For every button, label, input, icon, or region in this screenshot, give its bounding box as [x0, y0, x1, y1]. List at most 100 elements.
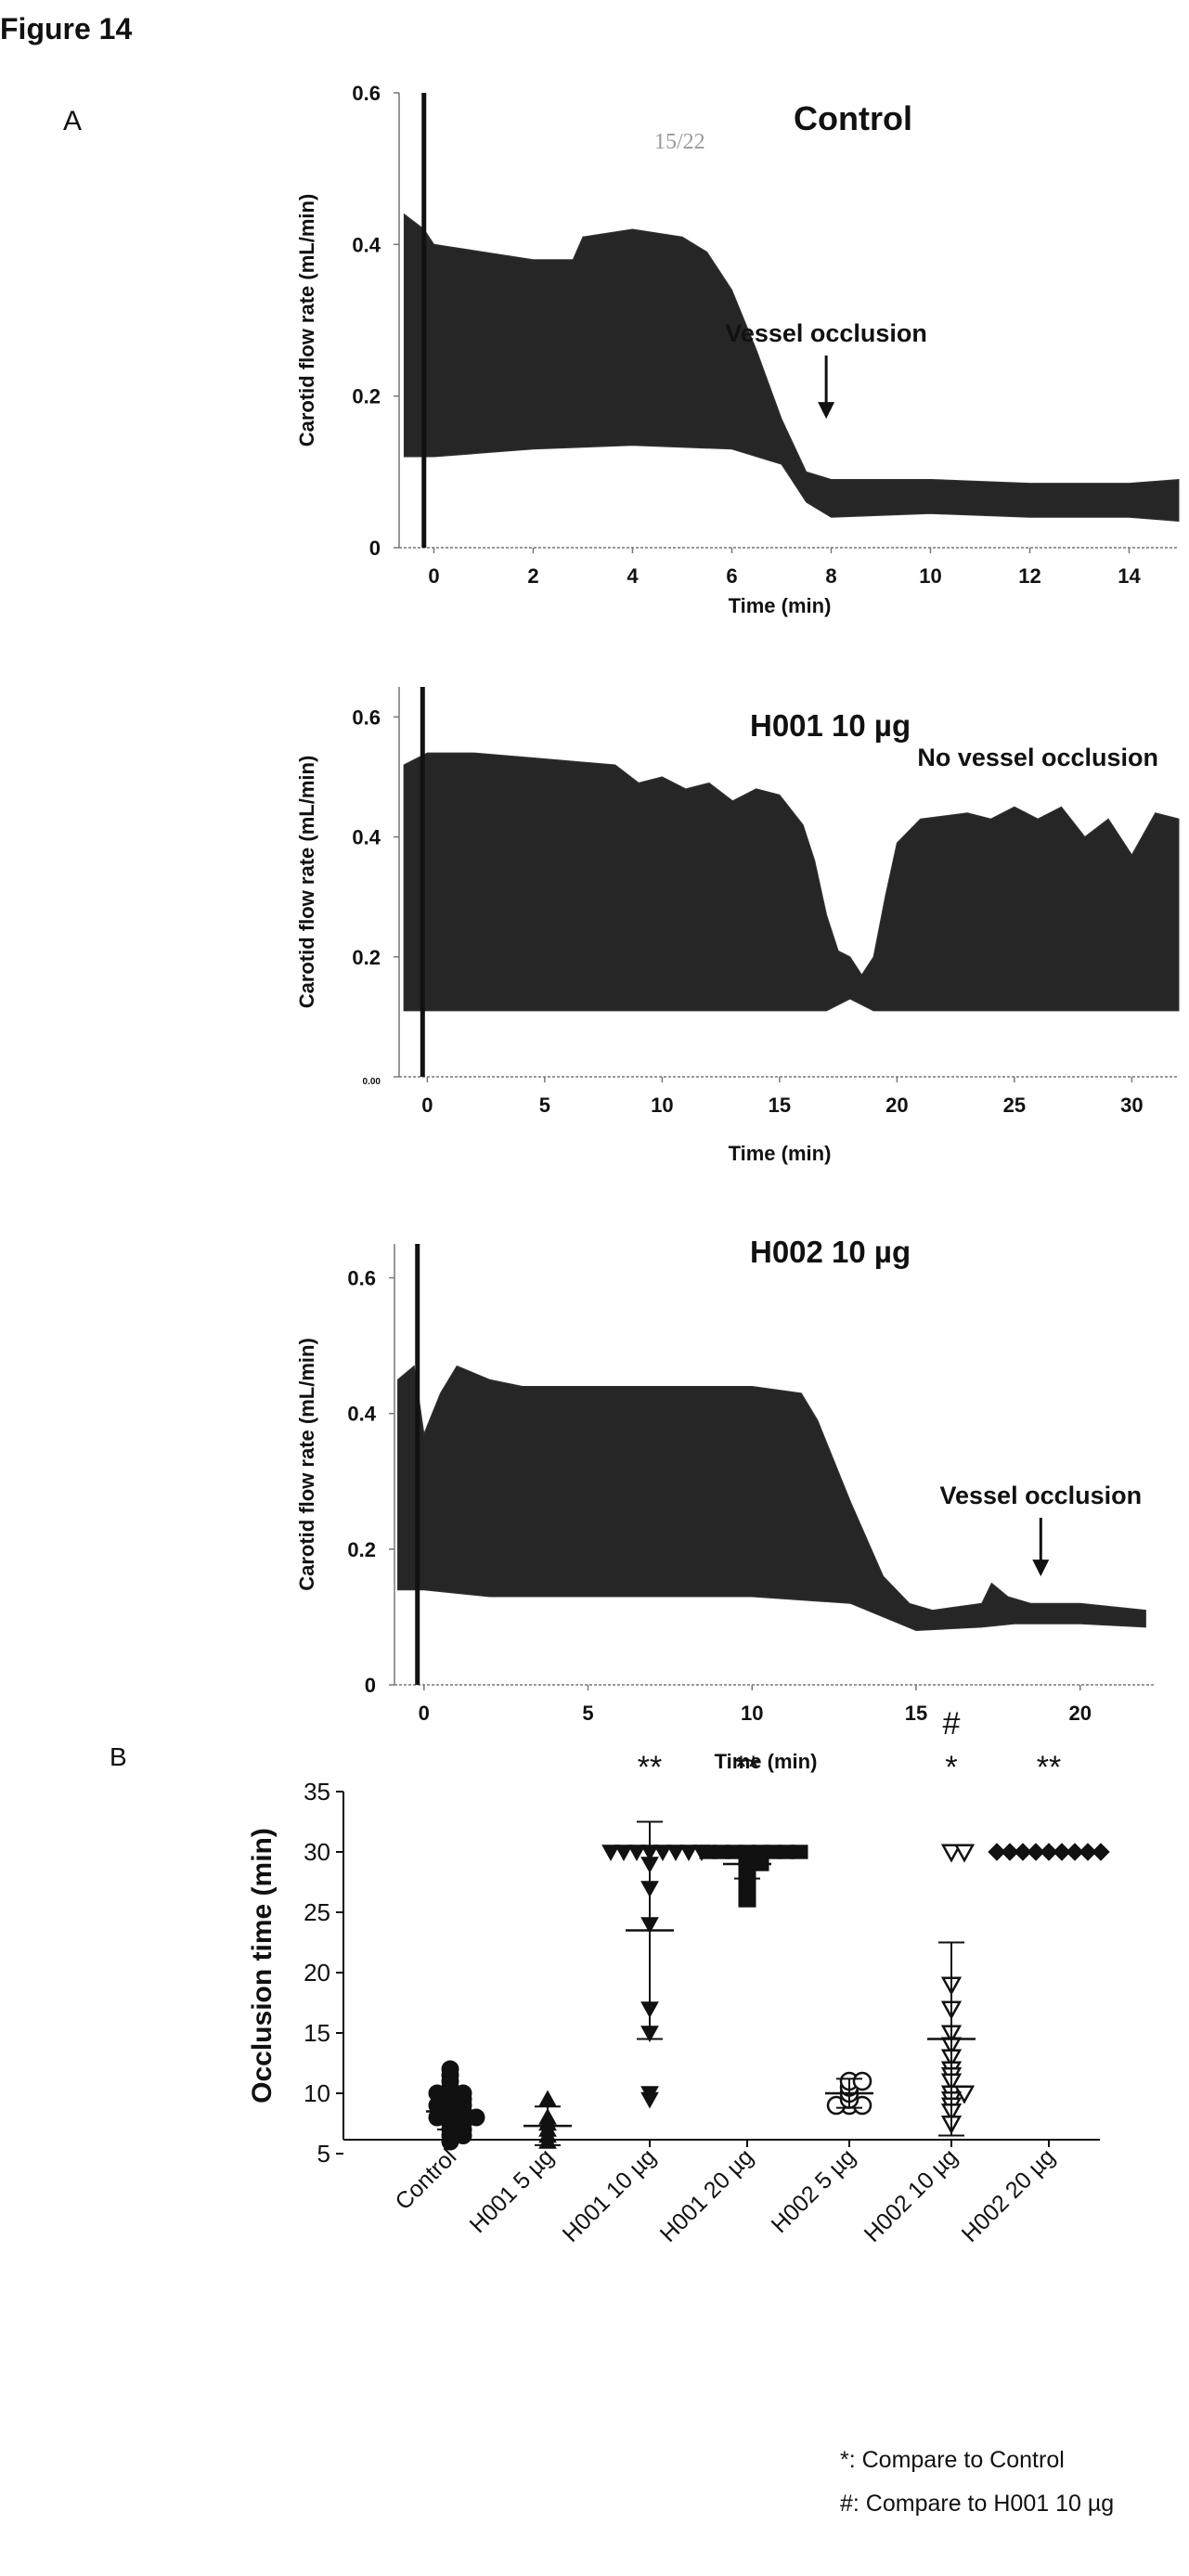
data-point [653, 1845, 672, 1862]
data-point [738, 1893, 756, 1908]
data-point [940, 1844, 963, 1863]
y-tick-label: 0.2 [347, 1538, 376, 1561]
y-axis-label: Carotid flow rate (mL/min) [295, 1338, 318, 1591]
y-tick-label: 0 [369, 537, 381, 560]
data-point [614, 1845, 633, 1862]
category-label: H001 10 µg [558, 2143, 662, 2247]
category-label: H002 20 µg [957, 2143, 1061, 2247]
x-tick-label: 25 [1003, 1094, 1026, 1117]
category-label: H002 5 µg [767, 2143, 861, 2238]
flow-trace-chart-1: Control Vessel occlusion 0 0.2 0.4 0.6 0 2 4 6 8 10… [295, 82, 1180, 617]
x-tick-label: 0 [419, 1702, 430, 1725]
data-point [601, 1845, 620, 1862]
y-tick-label: 35 [304, 1778, 330, 1806]
y-tick-label: 0 [365, 1674, 376, 1697]
data-point [1066, 1843, 1084, 1861]
y-tick-label: 0.4 [352, 826, 381, 849]
trace-title: H001 10 µg [750, 708, 911, 743]
y-tick-label: 0.2 [352, 385, 381, 408]
x-tick-label: 8 [825, 564, 836, 588]
y-tick-label: 5 [317, 2140, 330, 2168]
x-axis-label: Time (min) [729, 594, 832, 617]
category-label: H001 5 µg [465, 2143, 560, 2238]
flow-traces: Control Vessel occlusion 0 0.2 0.4 0.6 0 2 4 6 8 10… [295, 82, 1180, 1773]
annotation-arrow-head [1032, 1560, 1050, 1577]
x-tick-label: 10 [919, 564, 941, 588]
data-point [538, 2090, 557, 2107]
significance-mark: # [943, 1706, 961, 1741]
significance-mark: ** [735, 1750, 759, 1785]
data-point [1014, 1843, 1032, 1861]
data-point [454, 2127, 472, 2144]
x-tick-label: 30 [1120, 1094, 1143, 1117]
trace-title: H002 10 µg [750, 1235, 911, 1269]
x-tick-label: 4 [627, 564, 639, 588]
data-point [627, 1845, 646, 1862]
occlusion-scatter: 5 10 15 20 25 30 35 Occlusion time (min) Control… [247, 1706, 1114, 2517]
y-tick-label: 0.6 [347, 1267, 376, 1290]
x-tick-label: 20 [885, 1094, 908, 1117]
page-stamp: 15/22 [654, 130, 705, 154]
x-tick-label: 0 [421, 1094, 433, 1117]
flow-signal-band [403, 213, 1180, 522]
x-tick-label: 15 [769, 1094, 791, 1117]
x-tick-label: 12 [1018, 564, 1040, 588]
annotation-label: Vessel occlusion [725, 319, 927, 347]
footnote-control: *: Compare to Control [840, 2447, 1065, 2473]
data-point [699, 1845, 717, 1859]
x-tick-label: 14 [1118, 564, 1141, 588]
x-axis-label: Time (min) [729, 1142, 832, 1165]
data-point [640, 2091, 659, 2109]
significance-mark: ** [1037, 1750, 1061, 1785]
panel-b-label: B [110, 1742, 127, 1771]
y-tick-label: 20 [304, 1959, 330, 1987]
flow-signal-band [397, 1365, 1146, 1632]
y-tick-label: 0.6 [352, 82, 381, 105]
x-axis-label: Time (min) [715, 1750, 818, 1773]
x-tick-label: 2 [527, 564, 538, 588]
data-point [441, 2060, 459, 2078]
x-tick-label: 15 [905, 1702, 927, 1725]
significance-mark: ** [638, 1750, 662, 1785]
data-point [467, 2108, 485, 2127]
y-tick-label: 0.6 [352, 705, 381, 729]
trace-title: Control [794, 99, 912, 137]
data-point [790, 1845, 808, 1859]
annotation-label: No vessel occlusion [917, 744, 1158, 771]
data-point [666, 1845, 685, 1862]
panel-a-label: A [63, 106, 82, 136]
annotation-arrow-head [818, 402, 835, 420]
y-tick-label: 15 [304, 2019, 330, 2047]
x-tick-label: 5 [539, 1094, 550, 1117]
y-tick-label: 0.4 [352, 233, 381, 256]
x-tick-label: 10 [651, 1094, 673, 1117]
y-axis-label: Occlusion time (min) [247, 1828, 278, 2104]
category-label: Control [390, 2143, 461, 2215]
data-point [1001, 1843, 1019, 1861]
y-tick-label: 0.00 [363, 1077, 381, 1087]
y-tick-label: 0.4 [347, 1403, 376, 1426]
data-point [852, 2071, 872, 2091]
data-point [988, 1843, 1006, 1861]
category-label: H002 10 µg [859, 2143, 963, 2247]
significance-mark: * [945, 1750, 957, 1785]
x-tick-label: 6 [726, 564, 737, 588]
annotation-label: Vessel occlusion [939, 1482, 1142, 1509]
data-point [953, 1844, 976, 1863]
x-tick-label: 10 [741, 1702, 763, 1725]
y-tick-label: 30 [304, 1838, 330, 1866]
y-tick-label: 10 [304, 2079, 330, 2107]
data-point [679, 1845, 698, 1862]
y-axis-label: Carotid flow rate (mL/min) [295, 194, 318, 447]
data-point [1079, 1843, 1097, 1861]
x-tick-label: 0 [428, 564, 439, 588]
category-label: H001 20 µg [655, 2143, 759, 2247]
x-tick-label: 20 [1068, 1702, 1091, 1725]
y-tick-label: 0.2 [352, 946, 381, 969]
flow-signal-band [403, 752, 1180, 1012]
y-tick-label: 25 [304, 1898, 330, 1926]
data-point [1092, 1843, 1110, 1861]
occlusion-time-chart: 5 10 15 20 25 30 35 Occlusion time (min) Control… [247, 1706, 1114, 2517]
flow-trace-chart-3: H002 10 µg Vessel occlusion 0 0.2 0.4 0.6 0 5 10… [295, 1235, 1156, 1773]
